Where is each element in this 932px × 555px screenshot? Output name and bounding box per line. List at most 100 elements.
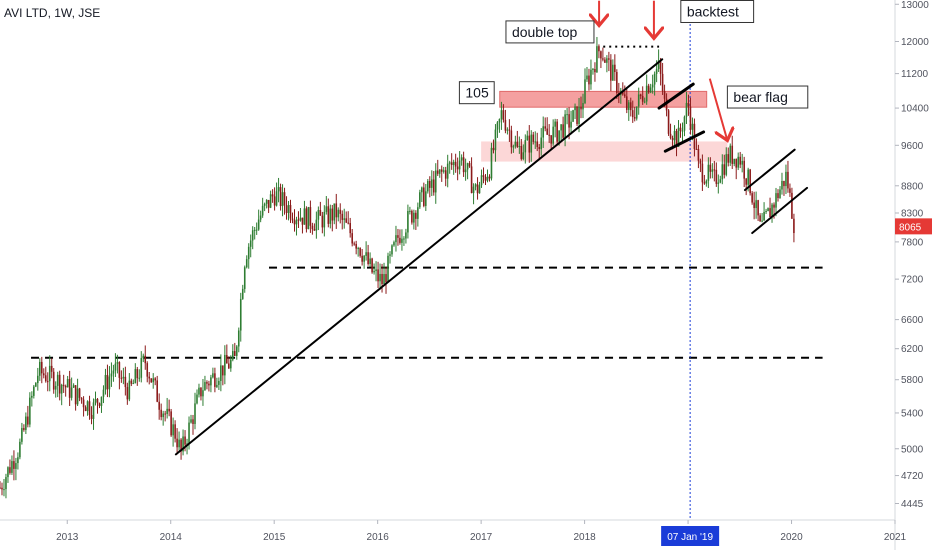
candle-body — [27, 416, 29, 425]
annotation-box — [458, 81, 495, 105]
candle-body — [711, 169, 714, 172]
candle-body — [140, 358, 143, 378]
candle-body — [494, 129, 497, 151]
candle-body — [538, 147, 541, 150]
candle-body — [687, 102, 690, 107]
candle-body — [108, 376, 111, 390]
candle-body — [472, 186, 475, 194]
candle-body — [401, 238, 403, 243]
candle-body — [691, 123, 694, 130]
candle-body — [243, 267, 246, 289]
candle-body — [204, 382, 206, 391]
candle-body — [212, 373, 214, 378]
trendline — [751, 186, 809, 235]
crosshair-date-label: 07 Jan '19 — [667, 532, 713, 543]
candle-body — [679, 127, 682, 132]
y-tick-label: 13000 — [901, 0, 929, 11]
candle-body — [502, 110, 505, 120]
candle-body — [154, 378, 157, 381]
candle-body — [703, 182, 706, 184]
candle-body — [438, 169, 441, 174]
candle-body — [444, 170, 447, 179]
candle-body — [88, 401, 91, 415]
candle-body — [33, 386, 35, 396]
candle-body — [319, 210, 322, 216]
candle-body — [685, 102, 688, 117]
candle-body — [299, 217, 302, 221]
candle-body — [228, 363, 230, 369]
candle-body — [31, 395, 33, 398]
candle-body — [369, 258, 371, 264]
candle-body — [158, 401, 160, 410]
candle-body — [434, 170, 437, 193]
candle-body — [233, 351, 236, 356]
annotation-text: bear flag — [733, 89, 787, 105]
candle-body — [287, 204, 290, 213]
candle-body — [35, 383, 37, 387]
candle-body — [230, 359, 232, 369]
candle-body — [564, 114, 566, 138]
candle-body — [695, 148, 698, 150]
time-axis[interactable]: 2013 2014 2015 2016 2017 2018 2020 2021 07 Jan '… — [0, 519, 907, 546]
candle-body — [428, 180, 431, 188]
candle-body — [295, 219, 298, 225]
candle-body — [9, 467, 11, 473]
candle-body — [3, 489, 5, 491]
price-axis[interactable]: 4445 4720 5000 5400 5800 6200 6600 7200 7800 8300… — [894, 0, 932, 550]
candle-body — [633, 117, 636, 119]
last-price-badge — [895, 218, 932, 235]
candle-body — [627, 102, 630, 110]
candle-body — [253, 229, 256, 231]
candle-body — [56, 374, 59, 386]
candle-body — [232, 351, 234, 360]
y-tick-label: 4720 — [901, 471, 924, 482]
trendline — [663, 130, 706, 153]
candle-body — [606, 58, 608, 63]
candle-body — [72, 385, 75, 388]
candle-body — [301, 217, 304, 225]
candle-body — [142, 355, 145, 359]
candle-body — [450, 162, 453, 165]
candle-body — [367, 252, 369, 264]
candle-body — [629, 102, 632, 111]
candle-body — [321, 215, 324, 228]
symbol-title: AVI LTD, 1W, JSE — [4, 6, 101, 20]
candle-body — [432, 179, 435, 193]
candle-body — [430, 179, 433, 188]
candle-body — [568, 114, 570, 128]
candle-body — [544, 126, 546, 129]
candle-body — [677, 127, 680, 147]
annotation-box — [505, 20, 595, 44]
candle-body — [552, 126, 554, 144]
candle-body — [590, 69, 592, 85]
candle-body — [40, 361, 43, 374]
candle-body — [5, 477, 7, 490]
candle-body — [345, 218, 348, 223]
candle-body — [470, 166, 473, 194]
candle-body — [526, 135, 529, 141]
candle-body — [136, 369, 139, 379]
y-tick-label: 4445 — [901, 499, 924, 510]
candle-body — [373, 271, 375, 273]
candle-body — [58, 374, 61, 394]
candle-body — [7, 467, 9, 478]
candle-body — [19, 441, 21, 458]
candle-body — [285, 205, 288, 213]
candle-body — [60, 384, 63, 394]
y-tick-label: 5000 — [901, 444, 924, 455]
candle-body — [273, 196, 276, 206]
candle-body — [419, 192, 421, 208]
candle-body — [245, 259, 248, 268]
candle-body — [110, 373, 113, 377]
candle-body — [315, 219, 318, 231]
candle-body — [237, 330, 240, 347]
candle-body — [164, 413, 166, 415]
candle-body — [550, 135, 552, 144]
candle-body — [279, 187, 282, 207]
candle-body — [787, 171, 789, 189]
candle-body — [383, 274, 385, 285]
candle-body — [645, 85, 648, 102]
candle-body — [114, 363, 117, 371]
